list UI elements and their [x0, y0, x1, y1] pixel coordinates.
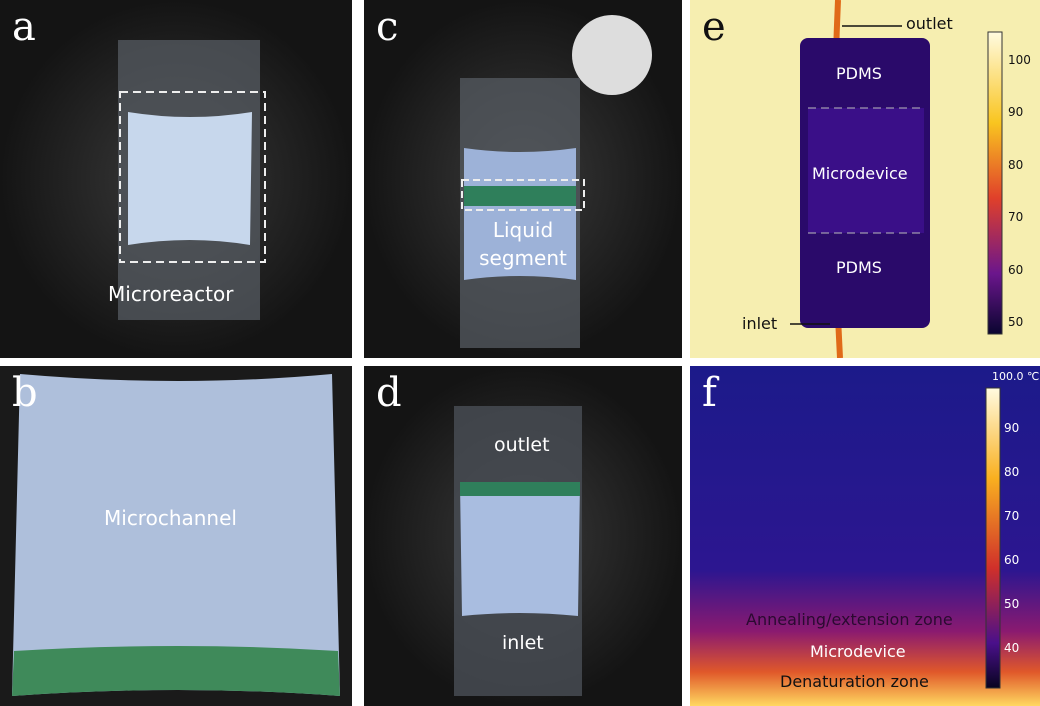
colorbar-tick-label: 50 — [1008, 315, 1023, 329]
colorbar-tick-label: 80 — [1004, 465, 1019, 479]
label: outlet — [906, 14, 953, 33]
colorbar-tick-label: 80 — [1008, 158, 1023, 172]
label: inlet — [502, 632, 544, 654]
label: Denaturation zone — [780, 672, 929, 691]
label: outlet — [494, 434, 550, 456]
label: Microreactor — [108, 282, 233, 306]
photo-b — [0, 366, 352, 706]
panel-letter: c — [376, 4, 398, 50]
colorbar-tick-label: 40 — [1004, 641, 1019, 655]
panel-letter: a — [12, 4, 36, 50]
label: PDMS — [836, 64, 882, 83]
colorbar-top: 100.0 ℃ — [992, 370, 1039, 383]
colorbar-tick-label: 50 — [1004, 597, 1019, 611]
colorbar-tick-label: 60 — [1004, 553, 1019, 567]
colorbar-tick-label: 90 — [1004, 421, 1019, 435]
photo-c — [364, 0, 682, 358]
label: Liquid segment — [468, 216, 578, 272]
label: Microchannel — [104, 506, 237, 530]
panel-f: f 100.0 ℃ Annealing/extension zone Micro… — [690, 366, 1040, 706]
colorbar-tick-label: 70 — [1008, 210, 1023, 224]
panel-d: d outlet inlet — [364, 366, 682, 706]
label: PDMS — [836, 258, 882, 277]
label: Microdevice — [812, 164, 908, 183]
panel-c: c Liquid segment — [364, 0, 682, 358]
panel-letter: b — [12, 370, 38, 416]
panel-letter: d — [376, 370, 402, 416]
panel-e: e outlet PDMS Microdevice PDMS inlet 100… — [690, 0, 1040, 358]
colorbar-tick-label: 90 — [1008, 105, 1023, 119]
panel-letter: e — [702, 4, 726, 50]
label: Annealing/extension zone — [746, 610, 953, 629]
colorbar-tick-label: 60 — [1008, 263, 1023, 277]
label: inlet — [742, 314, 777, 333]
photo-d — [364, 366, 682, 706]
panel-a: a Microreactor — [0, 0, 352, 358]
colorbar-tick-label: 100 — [1008, 53, 1031, 67]
panel-letter: f — [702, 370, 717, 416]
panel-b: b Microchannel — [0, 366, 352, 706]
label: Microdevice — [810, 642, 906, 661]
figure: a Microreactor b Microchannel c Liquid s… — [0, 0, 1040, 706]
colorbar-tick-label: 70 — [1004, 509, 1019, 523]
